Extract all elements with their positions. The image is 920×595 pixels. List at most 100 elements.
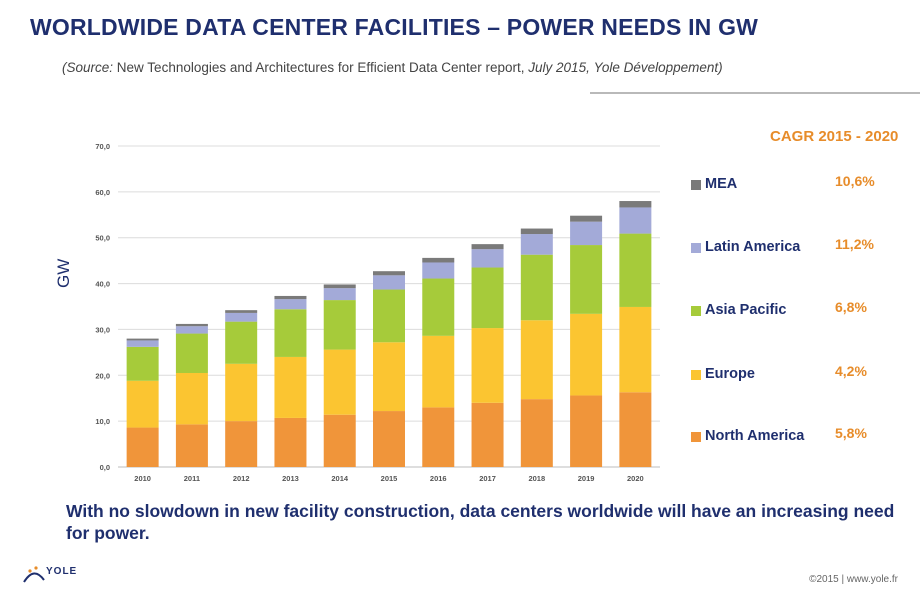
legend-label: Europe — [705, 366, 755, 382]
bar-segment-europe — [175, 372, 208, 425]
x-tick-label: 2012 — [233, 474, 250, 483]
x-tick-label: 2020 — [627, 474, 644, 483]
logo-text: YOLE — [46, 566, 78, 577]
legend-label: Latin America — [705, 239, 801, 255]
legend-label: Asia Pacific — [705, 302, 787, 318]
y-tick-label: 10,0 — [95, 417, 110, 426]
source-date: July 2015, — [528, 60, 590, 75]
bar-segment-mea — [520, 228, 553, 235]
x-tick-label: 2016 — [430, 474, 447, 483]
bar-segment-latin-america — [274, 299, 307, 310]
bar-segment-north-america — [570, 395, 603, 467]
bar-segment-asia-pacific — [274, 309, 307, 357]
bar-segment-mea — [619, 201, 652, 208]
bar-segment-latin-america — [570, 221, 603, 246]
bar-segment-mea — [323, 284, 356, 289]
bar-segment-europe — [323, 349, 356, 415]
footer-message: With no slowdown in new facility constru… — [66, 501, 895, 543]
x-tick-label: 2011 — [184, 474, 200, 483]
legend-swatch — [691, 432, 701, 442]
bar-segment-mea — [471, 244, 504, 250]
x-tick-label: 2019 — [578, 474, 595, 483]
bar-segment-latin-america — [619, 207, 652, 234]
legend-swatch — [691, 180, 701, 190]
legend-cagr-value: 11,2% — [835, 236, 874, 252]
legend-swatch — [691, 243, 701, 253]
header-divider — [590, 92, 920, 94]
bar-segment-north-america — [126, 427, 159, 467]
legend-swatch — [691, 306, 701, 316]
bar-segment-north-america — [373, 411, 405, 467]
x-tick-label: 2010 — [134, 474, 151, 483]
y-tick-label: 70,0 — [95, 142, 110, 151]
y-axis-label: GW — [54, 258, 73, 288]
legend-cagr-value: 5,8% — [835, 425, 867, 441]
copyright: ©2015 | www.yole.fr — [809, 574, 898, 585]
bar-segment-mea — [373, 271, 405, 276]
y-tick-label: 20,0 — [95, 371, 110, 380]
bar-segment-mea — [422, 257, 455, 263]
source-report: New Technologies and Architectures for E… — [116, 60, 525, 75]
bar-segment-europe — [422, 335, 455, 408]
bar-segment-latin-america — [520, 234, 553, 255]
legend-cagr-value: 6,8% — [835, 299, 867, 315]
bar-segment-europe — [619, 306, 652, 393]
bar-segment-asia-pacific — [520, 254, 553, 321]
bar-segment-north-america — [323, 414, 356, 467]
bar-segment-mea — [274, 295, 307, 300]
bar-segment-mea — [570, 215, 603, 222]
legend-label: MEA — [705, 176, 738, 192]
bar-segment-asia-pacific — [422, 278, 455, 336]
bar-segment-latin-america — [175, 326, 208, 334]
bar-segment-asia-pacific — [471, 267, 504, 329]
x-tick-label: 2015 — [381, 474, 398, 483]
bar-segment-north-america — [225, 421, 258, 467]
bar-segment-europe — [520, 320, 553, 400]
y-tick-label: 40,0 — [95, 280, 110, 289]
bar-segment-north-america — [619, 392, 652, 467]
bar-segment-latin-america — [471, 249, 504, 268]
bar-segment-europe — [373, 342, 405, 412]
bar-segment-asia-pacific — [225, 321, 258, 364]
bar-segment-mea — [225, 310, 258, 313]
bar-segment-asia-pacific — [126, 346, 159, 381]
cagr-header: CAGR 2015 - 2020 — [770, 128, 899, 145]
bar-segment-asia-pacific — [373, 289, 405, 343]
bar-segment-mea — [126, 338, 159, 341]
x-tick-label: 2014 — [331, 474, 349, 483]
bar-segment-north-america — [175, 424, 208, 467]
legend-label: North America — [705, 428, 805, 444]
bar-segment-europe — [471, 328, 504, 403]
bar-segment-latin-america — [323, 288, 356, 301]
bar-segment-europe — [570, 313, 603, 396]
bar-segment-asia-pacific — [619, 233, 652, 307]
y-tick-label: 0,0 — [100, 463, 110, 472]
source-org: Yole Développement) — [593, 60, 723, 75]
bar-segment-europe — [126, 380, 159, 428]
bar-segment-latin-america — [373, 275, 405, 290]
y-tick-label: 30,0 — [95, 325, 110, 334]
bar-segment-north-america — [471, 402, 504, 467]
bar-segment-asia-pacific — [175, 333, 208, 373]
bar-segment-europe — [274, 356, 307, 418]
bar-segment-north-america — [422, 407, 455, 467]
yole-logo-icon — [23, 566, 45, 583]
x-tick-label: 2018 — [528, 474, 545, 483]
legend-cagr-value: 4,2% — [835, 363, 867, 379]
page-title: WORLDWIDE DATA CENTER FACILITIES – POWER… — [30, 14, 759, 40]
bar-segment-asia-pacific — [570, 245, 603, 314]
y-tick-label: 60,0 — [95, 188, 110, 197]
y-tick-label: 50,0 — [95, 234, 110, 243]
bar-segment-north-america — [520, 399, 553, 467]
source-citation: (Source: New Technologies and Architectu… — [62, 60, 723, 75]
bar-segment-latin-america — [225, 312, 258, 322]
legend-swatch — [691, 370, 701, 380]
bar-segment-north-america — [274, 417, 307, 467]
bar-segment-latin-america — [422, 262, 455, 279]
bar-segment-asia-pacific — [323, 300, 356, 350]
legend-cagr-value: 10,6% — [835, 173, 875, 189]
bar-segment-europe — [225, 363, 258, 422]
x-tick-label: 2013 — [282, 474, 299, 483]
source-prefix: (Source: — [62, 60, 114, 75]
